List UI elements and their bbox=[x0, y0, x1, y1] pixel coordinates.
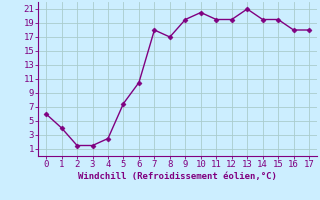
X-axis label: Windchill (Refroidissement éolien,°C): Windchill (Refroidissement éolien,°C) bbox=[78, 172, 277, 181]
